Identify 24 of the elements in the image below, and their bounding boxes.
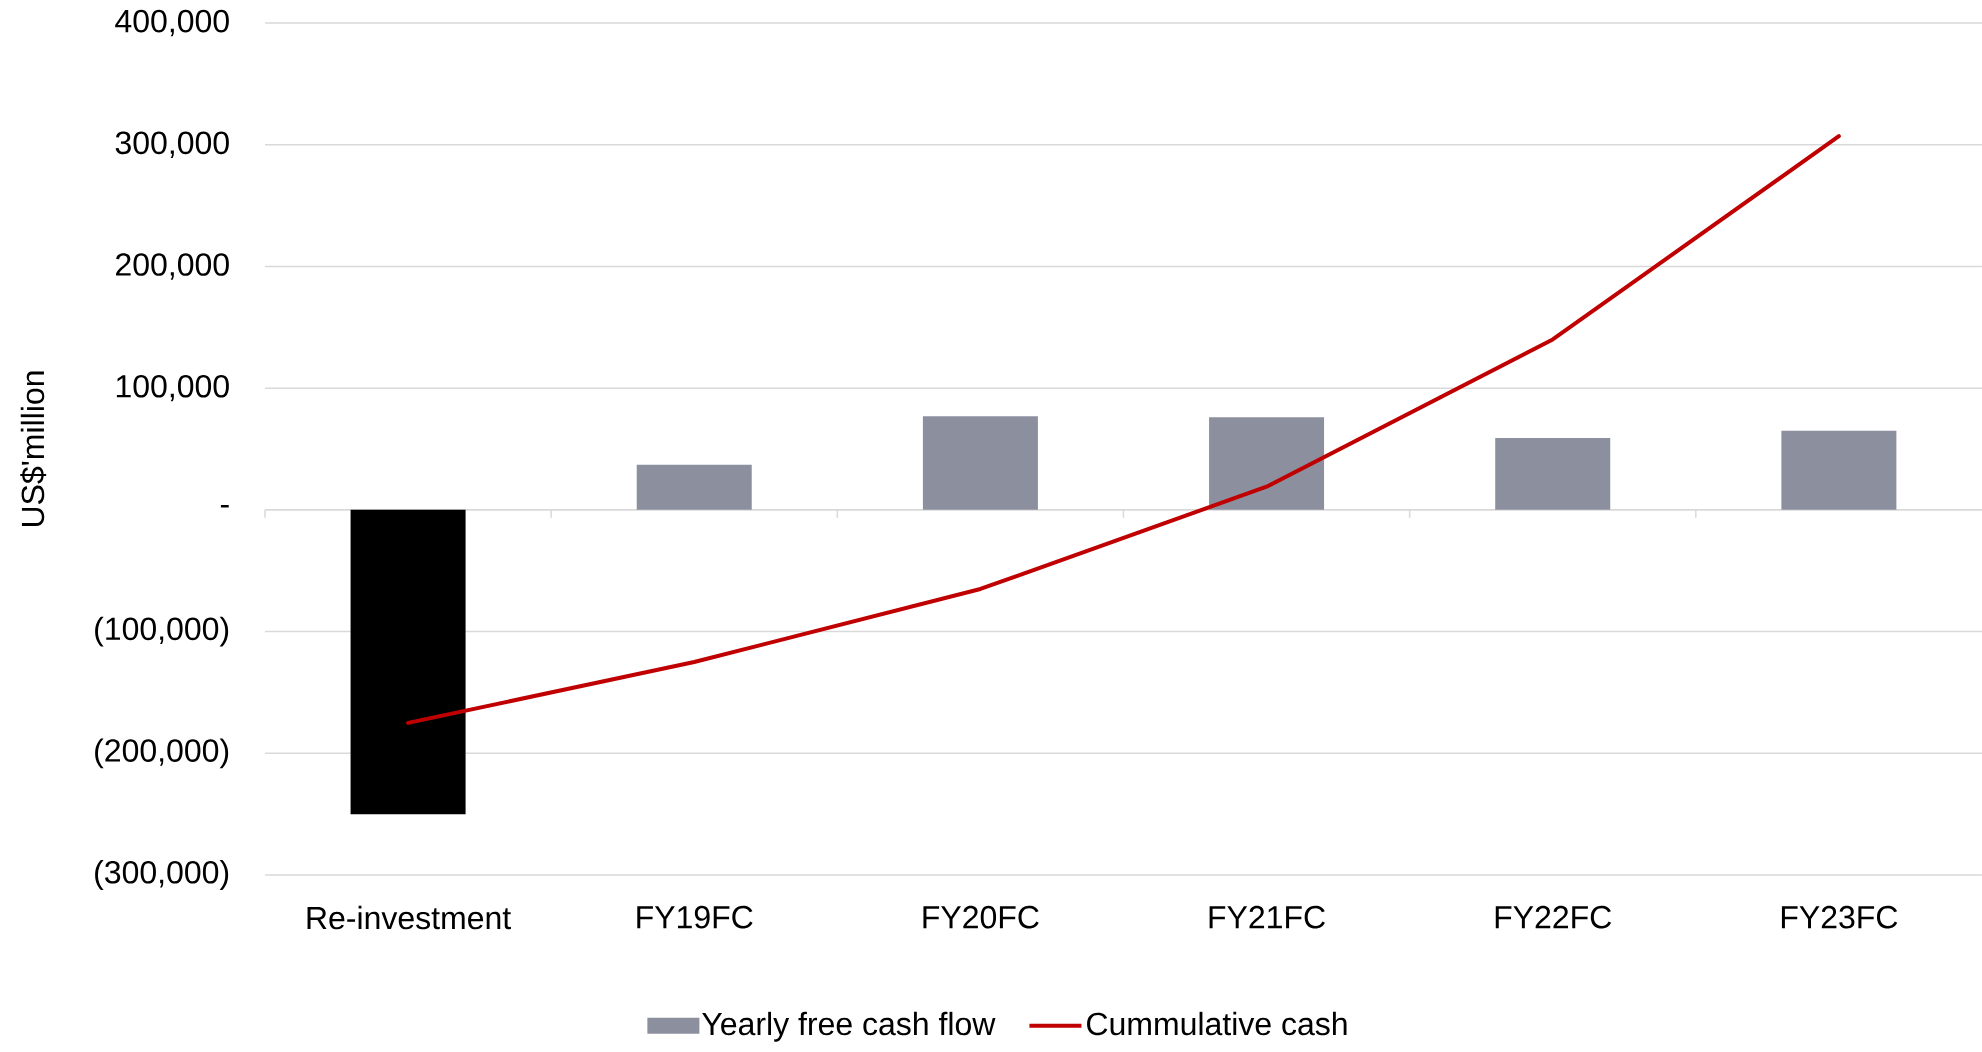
y-tick-label: 200,000 [116,253,229,280]
legend-label: Yearly free cash flow [702,1011,996,1042]
x-tick-label: FY22FC [1495,905,1612,929]
x-tick-label: FY21FC [1209,905,1325,929]
y-tick-label: - [220,504,229,508]
y-tick-label: 400,000 [115,9,229,37]
bar [350,509,466,815]
y-axis-title: US$'million [20,371,47,527]
y-tick-label: (200,000) [95,738,229,769]
legend-label: Cummulative cash [1087,1011,1347,1036]
x-tick-label: FY20FC [923,905,1039,929]
x-tick-label: FY23FC [1781,905,1898,929]
bar [922,416,1038,510]
y-tick-label: (300,000) [95,860,229,890]
x-tick-label: FY19FC [637,905,753,929]
bar [1209,417,1325,510]
bar [1781,430,1897,510]
y-tick-label: 300,000 [115,131,229,158]
bar [636,464,752,510]
y-tick-label: 100,000 [116,374,229,402]
x-tick-label: Re-investment [307,905,511,930]
bar [1495,438,1611,510]
y-tick-label: (100,000) [95,616,229,647]
line-series [406,134,1841,725]
